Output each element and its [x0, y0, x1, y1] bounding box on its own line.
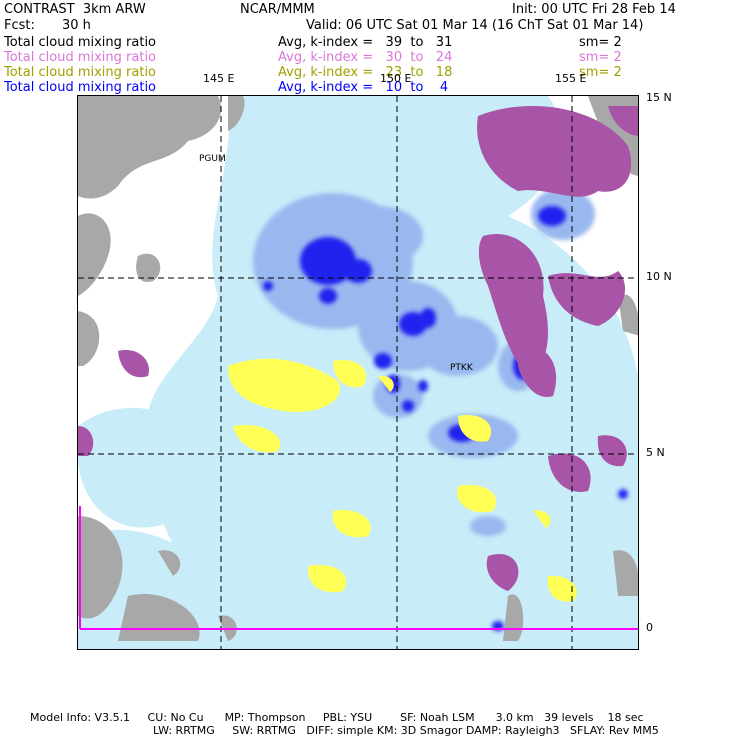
organization: NCAR/MMM: [240, 2, 315, 17]
equator-boundary: [79, 506, 638, 630]
legend-name-4: Total cloud mixing ratio: [4, 80, 157, 95]
map-graphic: [78, 96, 638, 649]
legend-range-3: Avg, k-index = 23 to 18: [278, 65, 453, 80]
lat-lon-grid: [78, 96, 638, 649]
lat-label-10n: 10 N: [646, 270, 672, 283]
model-title: CONTRAST 3km ARW: [4, 2, 146, 17]
legend-range-1: Avg, k-index = 39 to 31: [278, 35, 453, 50]
legend-name-1: Total cloud mixing ratio: [4, 35, 157, 50]
model-info-line-2: LW: RRTMG SW: RRTMG DIFF: simple KM: 3D …: [153, 724, 659, 737]
valid-time: Valid: 06 UTC Sat 01 Mar 14 (16 ChT Sat …: [306, 18, 644, 33]
map-panel: PGUM PTKK: [77, 95, 639, 650]
station-pgum: PGUM: [199, 154, 226, 164]
station-ptkk: PTKK: [450, 363, 473, 373]
lat-label-0: 0: [646, 621, 653, 634]
legend-name-2: Total cloud mixing ratio: [4, 50, 157, 65]
high-cloud-layer: [78, 106, 638, 591]
forecast-label: Fcst:: [4, 18, 35, 33]
model-info-line-1: Model Info: V3.5.1 CU: No Cu MP: Thompso…: [30, 711, 644, 724]
init-time: Init: 00 UTC Fri 28 Feb 14: [512, 2, 676, 17]
lon-label-150e: 150 E: [380, 72, 412, 85]
legend-sm-2: sm= 2: [579, 50, 622, 65]
legend-sm-3: sm= 2: [579, 65, 622, 80]
legend-name-3: Total cloud mixing ratio: [4, 65, 157, 80]
legend-range-2: Avg, k-index = 30 to 24: [278, 50, 453, 65]
legend-range-4: Avg, k-index = 10 to 4: [278, 80, 449, 95]
lon-label-145e: 145 E: [203, 72, 235, 85]
mid-cloud-layer: [228, 358, 577, 602]
lat-label-5n: 5 N: [646, 446, 665, 459]
lon-label-155e: 155 E: [555, 72, 587, 85]
forecast-hours: 30 h: [62, 18, 91, 33]
legend-sm-1: sm= 2: [579, 35, 622, 50]
lat-label-15n: 15 N: [646, 91, 672, 104]
